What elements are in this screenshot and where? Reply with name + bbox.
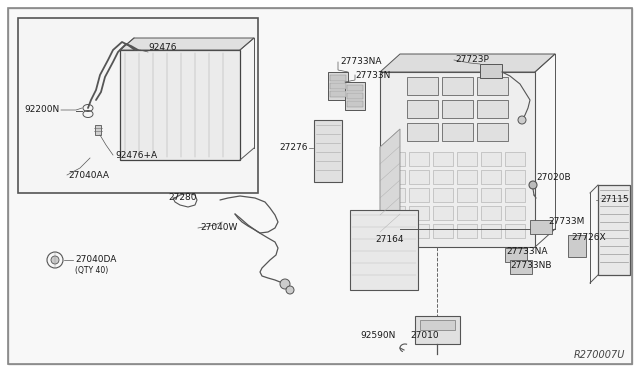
Bar	[457, 206, 477, 220]
Bar	[505, 188, 525, 202]
Circle shape	[518, 116, 526, 124]
Circle shape	[286, 286, 294, 294]
Text: 92200N: 92200N	[25, 106, 60, 115]
Bar	[433, 170, 453, 184]
Bar	[598, 185, 630, 275]
Bar	[481, 170, 501, 184]
Bar	[409, 152, 429, 166]
Bar	[407, 100, 438, 118]
Bar	[457, 224, 477, 238]
Bar	[457, 170, 477, 184]
Text: 27723P: 27723P	[455, 55, 489, 64]
Text: 27733NA: 27733NA	[340, 58, 381, 67]
Text: 27733M: 27733M	[548, 218, 584, 227]
Bar	[407, 77, 438, 95]
Text: 92590N: 92590N	[360, 331, 396, 340]
Bar	[385, 170, 405, 184]
Polygon shape	[380, 54, 555, 72]
Bar	[433, 206, 453, 220]
Bar	[18, 18, 258, 193]
Bar	[330, 83, 346, 89]
Polygon shape	[120, 38, 254, 50]
Bar	[477, 77, 508, 95]
Bar	[442, 123, 473, 141]
Bar	[477, 123, 508, 141]
Bar	[505, 152, 525, 166]
Bar	[505, 224, 525, 238]
Bar	[95, 125, 101, 135]
Circle shape	[51, 256, 59, 264]
Bar	[345, 82, 365, 110]
Text: 27164: 27164	[375, 235, 403, 244]
Bar	[477, 100, 508, 118]
Text: 27733N: 27733N	[355, 71, 390, 80]
Bar	[457, 188, 477, 202]
Bar	[409, 188, 429, 202]
Bar	[420, 320, 455, 330]
Bar	[409, 224, 429, 238]
Bar	[481, 152, 501, 166]
Circle shape	[280, 279, 290, 289]
Bar	[347, 85, 363, 91]
Text: 27040DA: 27040DA	[75, 256, 116, 264]
Bar	[409, 170, 429, 184]
Bar	[481, 224, 501, 238]
Text: (QTY 40): (QTY 40)	[75, 266, 108, 276]
Bar	[415, 316, 460, 344]
Text: 27733NA: 27733NA	[506, 247, 547, 257]
Bar	[481, 188, 501, 202]
Circle shape	[529, 181, 537, 189]
Polygon shape	[380, 129, 400, 247]
Bar	[120, 50, 240, 160]
Text: 92476: 92476	[148, 43, 177, 52]
Text: 27020B: 27020B	[536, 173, 571, 183]
Bar	[407, 123, 438, 141]
Bar	[409, 206, 429, 220]
Bar	[505, 206, 525, 220]
Text: 27040W: 27040W	[200, 224, 237, 232]
Text: 27276: 27276	[280, 144, 308, 153]
Bar	[347, 101, 363, 107]
Bar	[505, 248, 527, 262]
Bar	[385, 188, 405, 202]
Bar	[347, 93, 363, 99]
Bar	[568, 235, 586, 257]
Bar	[457, 152, 477, 166]
Text: 27115: 27115	[600, 196, 628, 205]
Text: 27733NB: 27733NB	[510, 262, 552, 270]
Text: R270007U: R270007U	[573, 350, 625, 360]
Bar	[505, 170, 525, 184]
Bar	[530, 220, 552, 234]
Bar	[433, 224, 453, 238]
Bar	[481, 206, 501, 220]
Bar	[442, 77, 473, 95]
Bar	[328, 72, 348, 100]
Bar	[314, 120, 342, 182]
Text: 92476+A: 92476+A	[115, 151, 157, 160]
Bar	[480, 64, 502, 78]
Bar	[385, 206, 405, 220]
Bar	[330, 75, 346, 81]
Bar	[433, 188, 453, 202]
Bar	[380, 72, 535, 247]
Text: 27010: 27010	[410, 331, 438, 340]
Bar	[350, 210, 418, 290]
Text: 27726X: 27726X	[571, 234, 605, 243]
Bar	[385, 152, 405, 166]
Bar	[433, 152, 453, 166]
Text: 27040AA: 27040AA	[68, 170, 109, 180]
Bar	[385, 224, 405, 238]
Bar	[442, 100, 473, 118]
Text: 27280: 27280	[168, 193, 196, 202]
Bar	[510, 260, 532, 274]
Bar	[330, 91, 346, 97]
